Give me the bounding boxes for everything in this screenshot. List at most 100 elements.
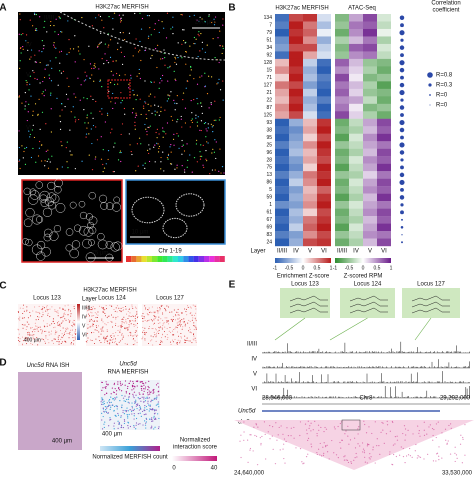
c-dot [109, 335, 111, 337]
c-dot [134, 340, 136, 342]
c-dot [65, 328, 67, 330]
legend-dot [428, 83, 432, 87]
hic-dot [419, 435, 421, 437]
d-dot [103, 426, 105, 429]
c-dot [184, 308, 186, 310]
heat-cell [275, 73, 289, 82]
c-dot [38, 311, 40, 313]
c-dot [66, 314, 68, 316]
c-dot [106, 340, 108, 342]
d-dot [120, 416, 122, 418]
hic-dot [379, 453, 381, 455]
cell-dot [44, 20, 46, 23]
hic-dot [405, 434, 407, 436]
hic-dot [307, 439, 309, 441]
c-dot [194, 314, 196, 316]
hic-dot [462, 436, 464, 439]
cell-dot [145, 102, 147, 104]
hic-dot [320, 426, 322, 429]
hic-dot [290, 427, 292, 429]
c-dot [47, 314, 49, 316]
hic-dot [243, 439, 245, 441]
cell-dot [164, 64, 166, 66]
cell-dot [20, 52, 22, 54]
hic-dot [461, 462, 463, 464]
cell-dot [167, 80, 169, 82]
atac-cell [377, 21, 391, 30]
locus-label: 71 [266, 75, 272, 81]
cell-dot [33, 136, 36, 139]
d-dot [101, 398, 103, 400]
label: Locus 124 [98, 296, 126, 302]
c-dot [89, 308, 91, 310]
c-dot [153, 318, 155, 320]
c-dot [174, 328, 176, 330]
cell-dot [140, 59, 142, 62]
cell-dot [150, 81, 152, 83]
cell-dot [190, 119, 192, 122]
d-dot [145, 382, 147, 384]
hic-dot [316, 435, 318, 437]
cell-dot [218, 78, 220, 80]
c-dot [121, 323, 123, 325]
d-dot [155, 409, 157, 411]
cell-dot [144, 80, 146, 82]
c-dot [162, 313, 164, 315]
cell-outline [88, 216, 98, 226]
merfish-colorbar [100, 446, 160, 451]
cell-dot [25, 34, 28, 36]
c-dot [195, 328, 197, 330]
c-dot [144, 333, 146, 335]
d-dot [126, 398, 128, 401]
d-dot [141, 389, 143, 391]
colorbar-tick: 0.5 [374, 265, 381, 271]
cell-dot [102, 171, 104, 173]
c-dot [68, 308, 70, 310]
cell-dot [59, 115, 61, 117]
hic-dot [376, 445, 378, 447]
d-dot [158, 426, 160, 428]
c-dot [147, 320, 149, 322]
d-dot [127, 401, 129, 403]
c-dot [122, 321, 124, 323]
c-dot [125, 327, 127, 329]
cell-dot [139, 12, 141, 14]
cell-dot [170, 28, 172, 30]
cell-dot [210, 123, 212, 125]
d-dot [124, 384, 126, 386]
cell-dot [55, 57, 57, 59]
cell-dot [47, 149, 49, 151]
c-dot [26, 309, 28, 311]
cell-dot [42, 91, 44, 93]
cell-outline [40, 199, 49, 207]
c-dot [103, 336, 105, 338]
d-dot [121, 404, 123, 406]
c-dot [89, 320, 91, 322]
c-dot [130, 333, 132, 335]
cell-dot [146, 117, 148, 120]
atac-cell [377, 156, 391, 164]
d-dot [156, 397, 158, 399]
d-dot [137, 380, 139, 382]
cell-dot [181, 145, 183, 148]
locus-label: 38 [266, 127, 272, 133]
cell-dot [114, 142, 116, 144]
hic-dot [284, 462, 286, 464]
cell-dot [178, 147, 180, 149]
d-dot [150, 391, 152, 393]
c-dot [190, 307, 192, 309]
d-dot [138, 404, 141, 407]
d-dot [141, 385, 143, 387]
d-dot [105, 381, 107, 383]
c-dot [66, 332, 68, 334]
d-dot [125, 390, 127, 393]
c-dot [117, 329, 119, 331]
d-dot [151, 417, 153, 419]
cell-dot [34, 61, 36, 63]
hic-dot [369, 458, 371, 460]
d-dot [139, 381, 141, 383]
cell-dot [199, 129, 201, 131]
hic-dot [282, 433, 284, 435]
d-dot [114, 414, 116, 417]
cell-dot [131, 112, 134, 114]
